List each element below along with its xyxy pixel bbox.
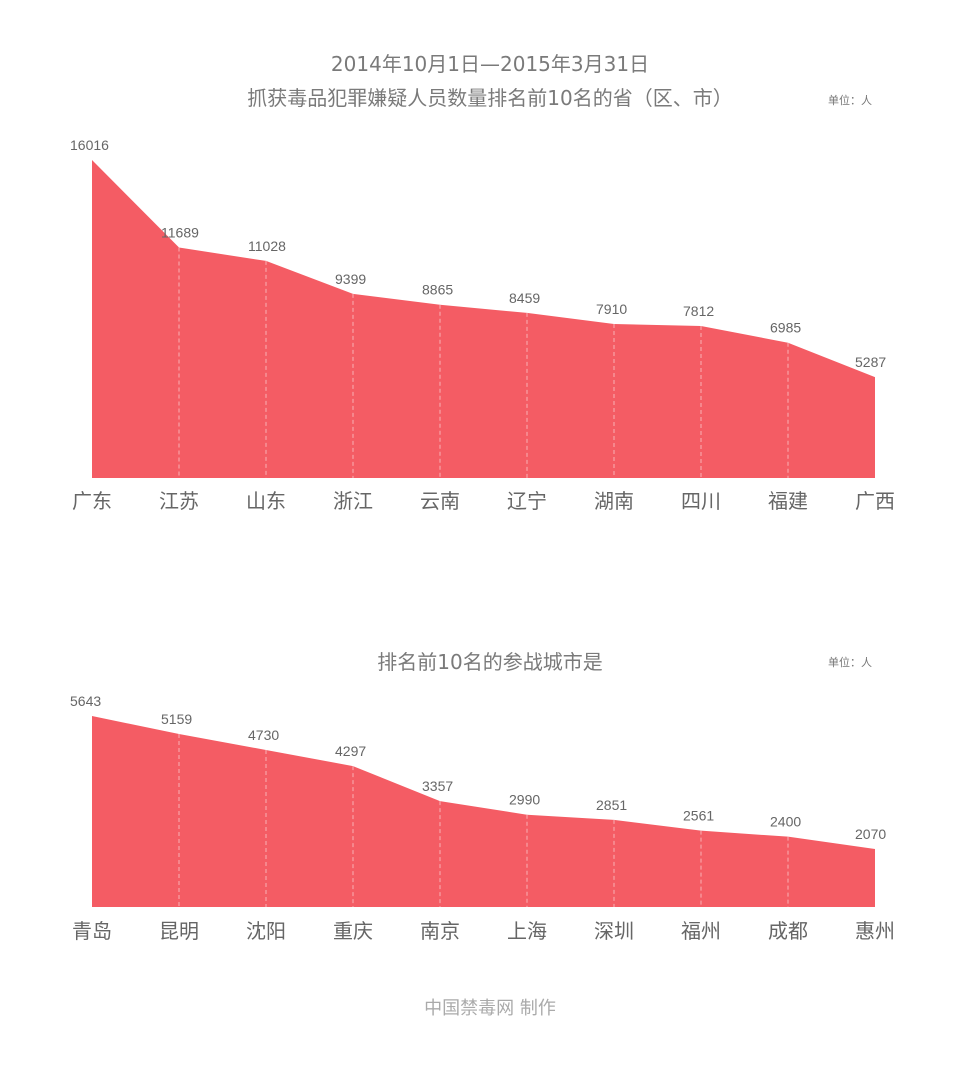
area-fill xyxy=(92,160,875,478)
category-label: 广西 xyxy=(855,489,895,513)
category-label: 南京 xyxy=(420,919,460,943)
data-label: 6985 xyxy=(770,320,801,336)
data-label: 8459 xyxy=(509,290,540,306)
data-label: 2990 xyxy=(509,792,540,808)
category-label: 山东 xyxy=(246,489,286,513)
data-label: 5287 xyxy=(855,354,886,370)
category-label: 沈阳 xyxy=(246,919,286,943)
area-fill xyxy=(92,716,875,907)
footer-credit: 中国禁毒网 制作 xyxy=(424,998,556,1019)
data-label: 5643 xyxy=(70,693,101,709)
data-label: 11028 xyxy=(248,238,286,254)
data-label: 2070 xyxy=(855,826,886,842)
category-label: 福建 xyxy=(768,489,808,513)
data-label: 4730 xyxy=(248,727,279,743)
chart2-title: 排名前10名的参战城市是 xyxy=(377,650,603,674)
data-label: 2851 xyxy=(596,797,627,813)
category-label: 福州 xyxy=(681,919,721,943)
category-label: 湖南 xyxy=(594,489,634,513)
data-label: 4297 xyxy=(335,743,366,759)
category-label: 云南 xyxy=(420,489,460,513)
data-label: 11689 xyxy=(161,225,199,241)
data-label: 2400 xyxy=(770,814,801,830)
data-label: 5159 xyxy=(161,711,192,727)
category-label: 江苏 xyxy=(159,489,199,513)
category-label: 昆明 xyxy=(159,919,199,943)
data-label: 7910 xyxy=(596,301,627,317)
chart1-title: 2014年10月1日—2015年3月31日 xyxy=(330,52,650,76)
category-label: 深圳 xyxy=(594,919,634,943)
data-label: 3357 xyxy=(422,778,453,794)
category-label: 重庆 xyxy=(333,919,373,943)
chart1-subtitle: 抓获毒品犯罪嫌疑人员数量排名前10名的省（区、市） xyxy=(247,86,733,110)
category-label: 上海 xyxy=(507,919,547,943)
category-label: 辽宁 xyxy=(507,489,547,513)
data-label: 16016 xyxy=(70,137,109,153)
category-label: 惠州 xyxy=(855,919,895,943)
chart2-unit: 单位：人 xyxy=(828,656,872,669)
data-label: 9399 xyxy=(335,271,366,287)
chart1-unit: 单位：人 xyxy=(828,94,872,107)
category-label: 广东 xyxy=(72,489,112,513)
data-label: 7812 xyxy=(683,303,714,319)
data-label: 2561 xyxy=(683,808,714,824)
data-label: 8865 xyxy=(422,282,453,298)
category-label: 四川 xyxy=(681,489,721,513)
category-label: 青岛 xyxy=(72,919,112,943)
category-label: 浙江 xyxy=(333,489,373,513)
category-label: 成都 xyxy=(768,919,808,943)
